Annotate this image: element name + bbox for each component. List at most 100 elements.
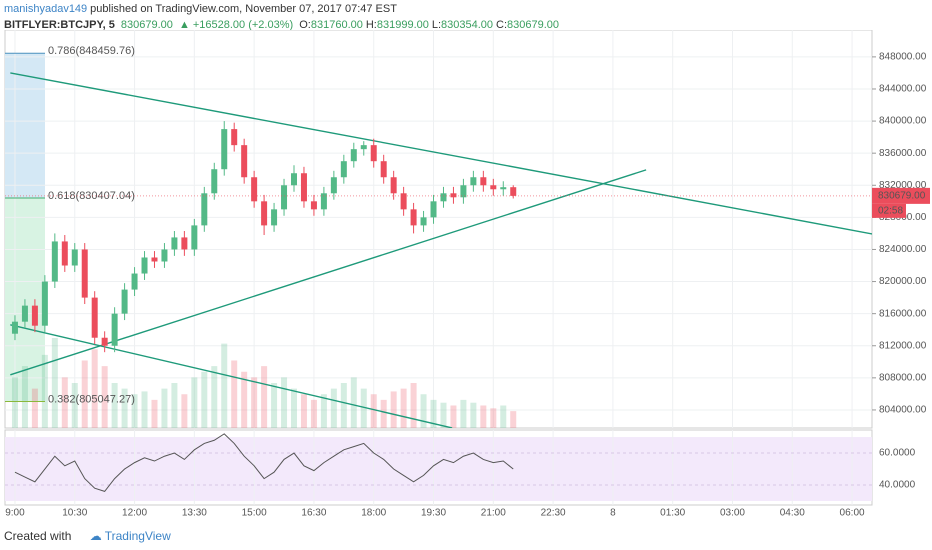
fib-zone	[5, 53, 45, 199]
candle-body	[350, 149, 357, 162]
x-tick-label: 15:00	[242, 508, 267, 519]
volume-bar	[350, 377, 357, 428]
candle-body	[221, 129, 228, 170]
tradingview-logo[interactable]: ☁	[89, 529, 102, 543]
volume-bar	[231, 360, 238, 428]
volume-bar	[191, 377, 198, 428]
ohlc-value: 831760.00	[310, 19, 363, 31]
volume-bar	[91, 349, 98, 428]
x-tick-label: 06:00	[840, 508, 865, 519]
candle-body	[31, 305, 38, 326]
price-pane	[4, 30, 873, 429]
candle-body	[171, 237, 178, 250]
candle-body	[91, 297, 98, 338]
candle-body	[81, 249, 88, 298]
volume-bar	[181, 394, 188, 428]
volume-bar	[171, 383, 178, 428]
y-tick-label: 820000.00	[879, 276, 927, 287]
volume-bar	[380, 399, 387, 428]
x-tick-label: 18:00	[361, 508, 386, 519]
chart: 804000.00 808000.00 812000.00 816000.00 8200…	[4, 30, 930, 519]
volume-bar	[211, 366, 218, 428]
candle-body	[450, 193, 457, 198]
fib-label: 0.786(848459.76)	[48, 45, 135, 57]
x-tick-label: 10:30	[62, 508, 87, 519]
x-tick-label: 21:00	[481, 508, 506, 519]
x-tick-label: 22:30	[541, 508, 566, 519]
volume-bar	[281, 377, 288, 428]
candle-body	[161, 249, 168, 262]
volume-bar	[460, 399, 467, 428]
candle-body	[271, 209, 278, 226]
fib-label: 0.618(830407.04)	[48, 190, 135, 202]
countdown-tag	[872, 203, 906, 218]
candle-body	[191, 225, 198, 250]
rsi-tick-label: 60.0000	[879, 448, 916, 459]
x-tick-label: 19:30	[421, 508, 446, 519]
volume-bar	[31, 388, 38, 428]
symbol: BITFLYER:BTCJPY, 5	[4, 19, 115, 31]
candle-body	[281, 185, 288, 210]
change: +16528.00 (+2.03%)	[192, 19, 294, 31]
y-tick-label: 824000.00	[879, 244, 927, 255]
trend-line	[10, 324, 453, 428]
candle-body	[211, 169, 218, 194]
candle-body	[181, 237, 188, 250]
candle-body	[390, 177, 397, 194]
ohlc-key: O:	[299, 19, 311, 31]
ohlc-value: 830354.00	[441, 19, 494, 31]
brand[interactable]: TradingView	[104, 529, 171, 543]
candle-body	[231, 129, 238, 146]
candle-body	[241, 145, 248, 178]
candle-body	[41, 281, 48, 326]
volume-bar	[440, 402, 447, 428]
x-tick-label: 8	[610, 508, 616, 519]
candle-body	[101, 337, 108, 346]
volume-bar	[251, 377, 258, 428]
volume-bar	[271, 383, 278, 428]
y-tick-label: 816000.00	[879, 308, 927, 319]
volume-bar	[370, 394, 377, 428]
candle-body	[151, 257, 158, 262]
volume-bar	[360, 388, 367, 428]
candle-body	[470, 177, 477, 186]
ohlc: O:831760.00 H:831999.00 L:830354.00 C:83067…	[299, 19, 562, 31]
symbol-line: BITFLYER:BTCJPY, 5 830679.00 ▲ +16528.00 …	[4, 19, 565, 31]
y-tick-label: 812000.00	[879, 340, 927, 351]
candle-body	[310, 201, 317, 210]
candle-body	[340, 161, 347, 178]
candle-body	[51, 241, 58, 282]
volume-bar	[340, 383, 347, 428]
ohlc-key: L:	[431, 19, 442, 31]
y-tick-label: 844000.00	[879, 84, 927, 95]
y-tick-label: 836000.00	[879, 148, 927, 159]
candle-body	[71, 249, 78, 266]
volume-bar	[151, 399, 158, 428]
ohlc-value: 831999.00	[376, 19, 429, 31]
last: 830679.00	[120, 19, 173, 31]
volume-bar	[291, 388, 297, 428]
ohlc-key: H:	[365, 19, 377, 31]
volume-bar	[71, 383, 78, 428]
volume-bar	[490, 408, 497, 428]
candle-body	[430, 201, 437, 218]
x-tick-label: 16:30	[301, 508, 326, 519]
volume-bar	[420, 394, 427, 428]
volume-bar	[201, 371, 208, 428]
rsi-band	[5, 437, 872, 502]
x-tick-label: 12:00	[122, 508, 147, 519]
candle-body	[291, 173, 297, 186]
volume-bar	[300, 394, 307, 428]
footer: Created with ☁ TradingView	[4, 529, 174, 543]
volume-bar	[101, 366, 108, 428]
publish-line: manishyadav149 published on TradingView.c…	[4, 3, 400, 15]
author[interactable]: manishyadav149	[4, 3, 88, 15]
candle-body	[500, 187, 507, 190]
price-plot	[5, 30, 872, 428]
candle-body	[420, 217, 427, 226]
volume-bar	[61, 377, 68, 428]
volume-bar	[111, 383, 118, 428]
published: published on TradingView.com, November 0…	[90, 3, 397, 15]
volume-bar	[470, 402, 477, 428]
volume-bar	[141, 391, 148, 428]
